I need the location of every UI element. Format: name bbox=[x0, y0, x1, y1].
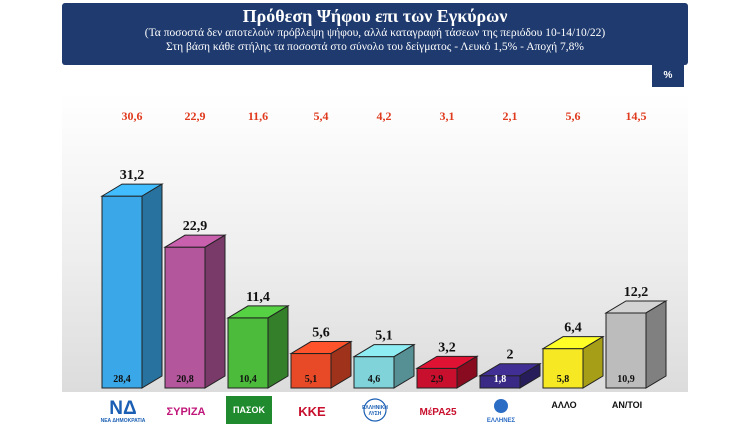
bar-value-label-3: 5,6 bbox=[312, 326, 330, 341]
bar-side-8 bbox=[645, 300, 667, 389]
top-label-7: 5,6 bbox=[566, 109, 581, 123]
category-logo-0 bbox=[100, 396, 146, 424]
bar-front-1 bbox=[164, 246, 206, 389]
bar-value-label-0: 31,2 bbox=[120, 168, 145, 183]
bar-side-7 bbox=[582, 335, 604, 389]
top-label-0: 30,6 bbox=[122, 109, 143, 123]
chart-subtitle-2: Στη βάση κάθε στήλης τα ποσοστά στο σύνο… bbox=[165, 41, 585, 53]
category-label-0: ΝΔ bbox=[109, 398, 136, 419]
bar-base-label-3: 5,1 bbox=[305, 374, 318, 385]
top-label-6: 2,1 bbox=[503, 109, 518, 123]
bar-base-label-6: 1,8 bbox=[494, 374, 507, 385]
bar-front-3 bbox=[290, 353, 332, 389]
bar-value-label-7: 6,4 bbox=[564, 321, 582, 336]
bar-side-1 bbox=[204, 234, 226, 389]
bar-base-label-2: 10,4 bbox=[239, 374, 257, 385]
bar-base-label-8: 10,9 bbox=[617, 374, 635, 385]
top-label-5: 3,1 bbox=[440, 109, 455, 123]
bar-value-label-5: 3,2 bbox=[438, 340, 456, 355]
category-label-3: ΚΚΕ bbox=[298, 404, 326, 419]
bar-base-label-4: 4,6 bbox=[368, 374, 381, 385]
bar-value-label-2: 11,4 bbox=[246, 290, 270, 305]
bar-front-0 bbox=[101, 195, 143, 389]
chart-header: Πρόθεση Ψήφου επι των Εγκύρων (Τα ποσοστ… bbox=[62, 3, 688, 65]
bar-side-0 bbox=[141, 183, 163, 389]
category-logo-2 bbox=[226, 396, 272, 424]
category-label-2: ΠΑΣΟΚ bbox=[233, 405, 265, 415]
top-label-2: 11,6 bbox=[248, 109, 268, 123]
category-logo-3 bbox=[289, 396, 335, 424]
top-label-3: 5,4 bbox=[314, 109, 329, 123]
bar-base-label-1: 20,8 bbox=[176, 374, 194, 385]
category-label-5: ΜέΡΑ25 bbox=[419, 407, 457, 418]
category-sublabel-4: ΛΥΣΗ bbox=[369, 411, 382, 417]
bar-base-label-5: 2,9 bbox=[431, 374, 444, 385]
bar-base-label-7: 5,8 bbox=[557, 374, 570, 385]
top-label-4: 4,2 bbox=[377, 109, 392, 123]
bar-value-label-6: 2 bbox=[507, 348, 514, 363]
bar-front-7 bbox=[542, 348, 584, 389]
category-label-7: ΑΛΛΟ bbox=[551, 400, 576, 410]
category-sublabel-0: ΝΕΑ ΔΗΜΟΚΡΑΤΙΑ bbox=[101, 418, 146, 424]
bar-side-5 bbox=[456, 355, 478, 389]
category-label-6: ΕΛΛΗΝΕΣ bbox=[487, 418, 516, 424]
bar-side-6 bbox=[519, 362, 541, 389]
bar-value-label-8: 12,2 bbox=[624, 285, 649, 300]
bar-side-3 bbox=[330, 340, 352, 389]
category-logo-emblem-6 bbox=[494, 399, 508, 413]
bar-side-4 bbox=[393, 343, 415, 389]
bar-base-label-0: 28,4 bbox=[113, 374, 131, 385]
category-label-1: ΣΥΡΙΖΑ bbox=[167, 406, 206, 418]
category-label-8: ΑΝ/ΤΟΙ bbox=[612, 400, 642, 410]
chart-title: Πρόθεση Ψήφου επι των Εγκύρων bbox=[242, 6, 508, 26]
top-label-1: 22,9 bbox=[185, 109, 206, 123]
chart-subtitle-1: (Τα ποσοστά δεν αποτελούν πρόβλεψη ψήφου… bbox=[144, 27, 606, 39]
category-logo-4 bbox=[352, 396, 398, 424]
bar-front-4 bbox=[353, 356, 395, 389]
category-label-4: ΕΛΛΗΝΙΚΗ bbox=[362, 405, 388, 411]
top-label-8: 14,5 bbox=[626, 109, 647, 123]
category-logo-1 bbox=[163, 396, 209, 424]
unit-badge: % bbox=[652, 65, 684, 87]
bar-side-2 bbox=[267, 305, 289, 389]
category-logo-emblem-4 bbox=[363, 398, 387, 422]
bar-value-label-1: 22,9 bbox=[183, 219, 208, 234]
bar-front-8 bbox=[605, 312, 647, 389]
bar-value-label-4: 5,1 bbox=[375, 329, 393, 344]
category-logo-5 bbox=[415, 396, 461, 424]
